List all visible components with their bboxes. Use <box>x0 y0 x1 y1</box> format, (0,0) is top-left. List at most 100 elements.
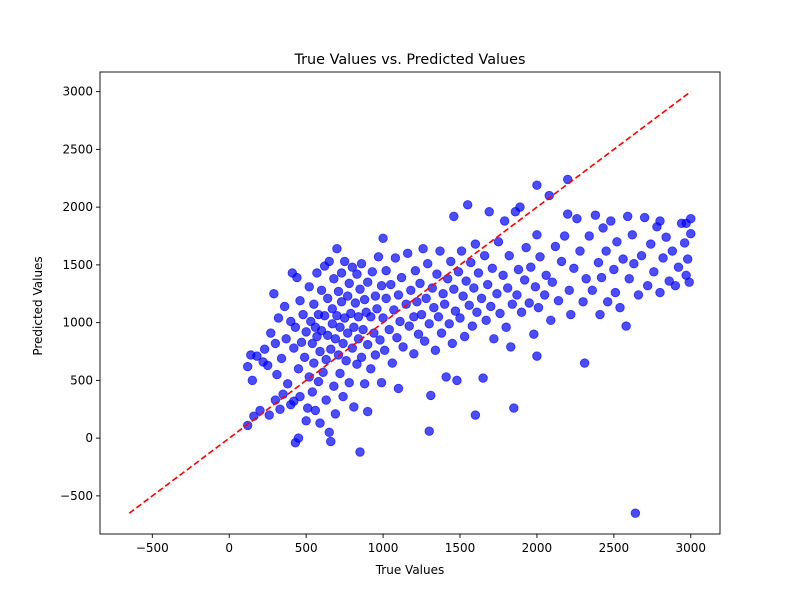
data-point <box>559 231 570 241</box>
data-point <box>509 403 519 413</box>
data-point <box>546 315 556 326</box>
data-point <box>658 253 668 263</box>
data-point <box>629 259 639 269</box>
y-tick-label: 1500 <box>62 258 93 272</box>
data-point <box>450 306 461 316</box>
data-point <box>578 297 588 307</box>
data-point <box>667 246 678 256</box>
data-point <box>406 285 416 296</box>
data-point <box>655 287 665 298</box>
data-point <box>362 339 373 350</box>
data-point <box>336 297 347 307</box>
data-point <box>301 416 311 426</box>
data-point <box>266 328 276 338</box>
y-tick-label: −500 <box>60 489 93 503</box>
data-point <box>621 321 631 331</box>
data-point <box>330 334 341 344</box>
data-point <box>359 379 370 389</box>
data-point <box>562 209 573 219</box>
data-point <box>596 272 607 283</box>
data-point <box>646 239 656 249</box>
data-point <box>456 246 467 256</box>
data-point <box>502 283 513 293</box>
data-point <box>609 264 619 275</box>
data-point <box>347 262 358 272</box>
data-point <box>330 409 341 419</box>
data-point <box>259 344 270 354</box>
data-point <box>541 270 551 280</box>
data-point <box>470 239 481 249</box>
data-point <box>684 277 694 287</box>
data-point <box>506 342 516 352</box>
data-point <box>341 356 351 366</box>
data-point <box>272 369 282 380</box>
data-point <box>544 190 554 201</box>
data-point <box>439 299 450 309</box>
y-tick-label: 3000 <box>62 85 93 99</box>
chart-title: True Values vs. Predicted Values <box>293 52 525 68</box>
data-point <box>661 232 671 242</box>
data-point <box>473 268 484 278</box>
data-point <box>376 377 387 388</box>
data-point <box>547 277 558 287</box>
data-point <box>355 447 365 457</box>
data-point <box>329 274 339 284</box>
data-point <box>581 274 591 284</box>
data-point <box>476 293 487 304</box>
data-point <box>369 328 379 338</box>
data-point <box>556 256 567 267</box>
data-point <box>386 279 396 290</box>
data-point <box>670 280 681 291</box>
data-point <box>358 324 368 335</box>
data-point <box>252 351 262 361</box>
x-tick-label: 1500 <box>445 541 476 555</box>
data-point <box>349 402 359 412</box>
data-point <box>532 230 542 240</box>
reference-line-layer <box>128 90 692 514</box>
data-point <box>339 256 350 267</box>
data-point <box>336 268 347 278</box>
data-point <box>649 267 659 277</box>
data-point <box>402 248 413 259</box>
data-point <box>639 212 650 223</box>
data-point <box>618 254 628 264</box>
data-point <box>304 372 314 382</box>
data-point <box>384 324 394 335</box>
data-point <box>315 346 325 357</box>
data-point <box>319 311 330 321</box>
data-point <box>590 210 601 220</box>
data-point <box>273 313 284 323</box>
data-point <box>593 257 604 268</box>
data-point <box>484 207 494 217</box>
data-point <box>516 307 527 317</box>
data-point <box>532 351 542 361</box>
y-tick-label: 0 <box>85 431 93 445</box>
data-point <box>316 326 327 336</box>
data-point <box>512 290 522 300</box>
data-point <box>322 293 333 304</box>
data-point <box>539 290 550 300</box>
data-point <box>569 263 579 274</box>
data-points <box>242 174 696 518</box>
data-point <box>524 298 534 308</box>
data-point <box>664 276 674 286</box>
data-point <box>418 244 428 254</box>
data-point <box>449 211 459 222</box>
data-point <box>327 319 338 329</box>
data-point <box>362 277 373 287</box>
data-point <box>424 426 434 436</box>
data-point <box>247 375 258 386</box>
data-point <box>415 278 425 289</box>
data-point <box>472 307 482 317</box>
data-point <box>595 309 605 320</box>
data-point <box>575 246 585 256</box>
data-point <box>366 364 376 374</box>
data-point <box>289 343 299 353</box>
data-point <box>615 302 625 313</box>
data-point <box>264 410 274 420</box>
data-point <box>321 395 331 405</box>
data-point <box>458 291 468 301</box>
x-tick-label: 0 <box>225 541 233 555</box>
data-point <box>566 309 576 320</box>
data-point <box>338 338 348 349</box>
